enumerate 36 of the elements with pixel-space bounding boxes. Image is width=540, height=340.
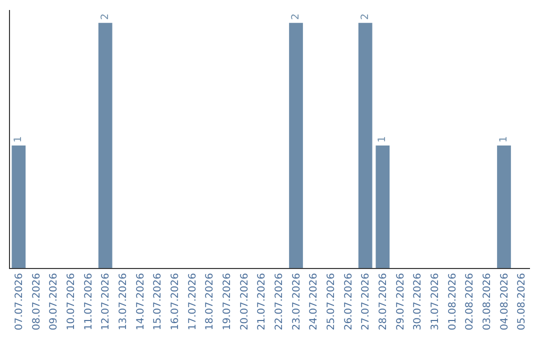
x-tick-label: 19.07.2026	[222, 273, 233, 330]
x-tick-label: 07.07.2026	[14, 273, 25, 330]
x-tick-label: 09.07.2026	[48, 273, 60, 330]
x-tick-label: 16.07.2026	[170, 273, 181, 330]
x-tick-label: 20.07.2026	[239, 273, 250, 330]
x-tick-label: 29.07.2026	[395, 273, 406, 330]
x-tick-label: 12.07.2026	[100, 273, 112, 330]
data-label: 2	[360, 14, 371, 20]
x-tick-label: 11.07.2026	[83, 273, 94, 330]
data-label: 2	[290, 14, 302, 20]
x-tick-label: 15.07.2026	[152, 273, 164, 330]
x-tick-label: 10.07.2026	[66, 273, 77, 330]
data-label: 1	[377, 136, 388, 142]
x-tick-label: 22.07.2026	[274, 273, 285, 330]
x-tick-label: 03.08.2026	[482, 273, 493, 330]
data-label: 1	[13, 136, 24, 142]
x-tick-label: 31.07.2026	[430, 273, 441, 330]
x-tick-label: 24.07.2026	[308, 273, 320, 330]
x-tick-label: 28.07.2026	[378, 273, 389, 330]
x-tick-label: 21.07.2026	[256, 273, 268, 330]
data-label: 2	[100, 14, 111, 20]
x-tick-label: 27.07.2026	[360, 273, 372, 330]
x-tick-label: 01.08.2026	[447, 273, 458, 330]
x-tick-label: 25.07.2026	[326, 273, 337, 330]
x-tick-label: 04.08.2026	[499, 273, 510, 330]
x-tick-label: 18.07.2026	[204, 273, 216, 330]
x-tick-label: 30.07.2026	[412, 273, 424, 330]
x-tick-label: 23.07.2026	[291, 273, 302, 330]
x-tick-label: 05.08.2026	[516, 273, 528, 330]
x-tick-label: 08.07.2026	[31, 273, 42, 330]
x-tick-label: 17.07.2026	[187, 273, 198, 330]
x-tick-label: 26.07.2026	[343, 273, 354, 330]
data-label: 1	[498, 136, 510, 142]
x-tick-label: 13.07.2026	[118, 273, 129, 330]
x-tick-label: 14.07.2026	[135, 273, 146, 330]
x-tick-label: 02.08.2026	[464, 273, 476, 330]
